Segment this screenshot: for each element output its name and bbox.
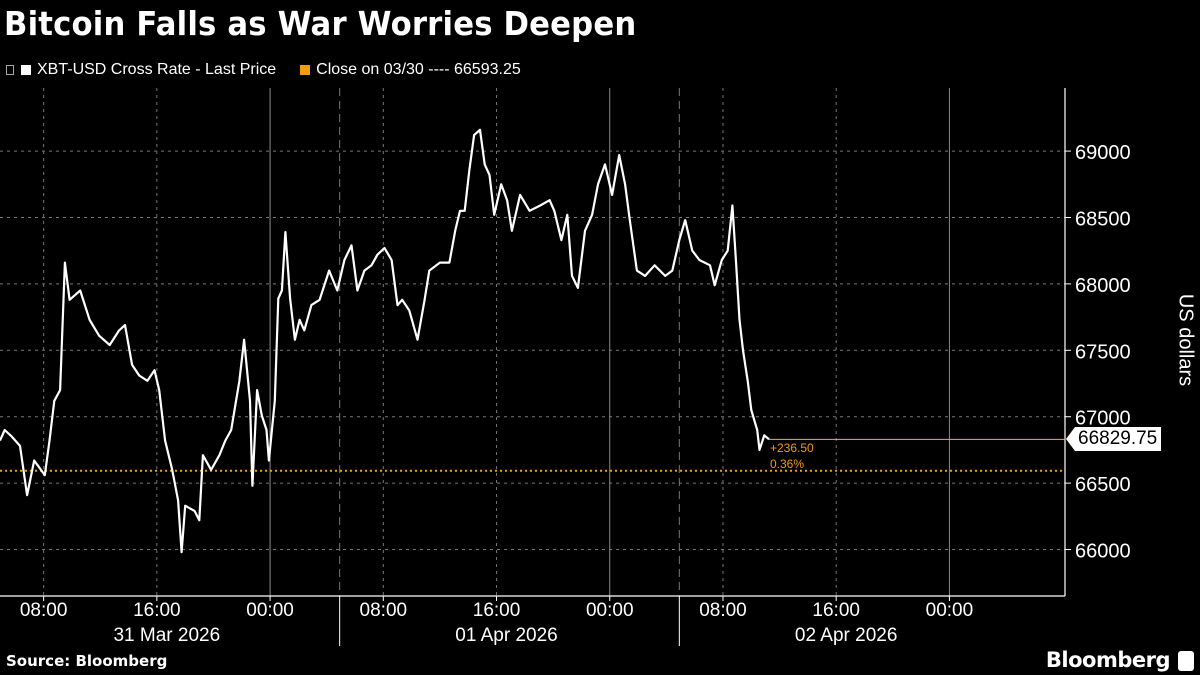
chart-title: Bitcoin Falls as War Worries Deepen (4, 4, 637, 43)
y-tick-label: 68500 (1075, 208, 1131, 230)
x-tick-label: 00:00 (586, 600, 634, 621)
y-tick-label: 69000 (1075, 142, 1131, 164)
legend-label-last-price: XBT-USD Cross Rate - Last Price (37, 61, 277, 78)
y-tick-label: 67000 (1075, 408, 1131, 430)
legend: XBT-USD Cross Rate - Last Price Close on… (6, 61, 521, 79)
legend-label-close: Close on 03/30 ---- 66593.25 (316, 61, 521, 78)
last-price-arrow (1066, 427, 1075, 452)
x-tick-label: 16:00 (133, 600, 181, 621)
date-group-label: 01 Apr 2026 (455, 625, 557, 646)
change-annotation: +236.50 (770, 441, 814, 455)
date-group-label: 02 Apr 2026 (795, 625, 897, 646)
x-tick-label: 08:00 (699, 600, 747, 621)
y-axis-label: US dollars (1174, 293, 1197, 387)
legend-swatch-close (300, 65, 311, 75)
y-tick-label: 66000 (1075, 541, 1131, 563)
grid (0, 88, 1065, 596)
y-tick-label: 67500 (1075, 341, 1131, 363)
legend-collapse-icon[interactable] (6, 65, 14, 75)
legend-swatch-last-price (21, 65, 31, 75)
bloomberg-logo-icon (1178, 651, 1194, 671)
y-tick-label: 68000 (1075, 275, 1131, 297)
last-price-label: 66829.75 (1075, 427, 1162, 452)
x-tick-label: 08:00 (360, 600, 408, 621)
x-tick-label: 16:00 (473, 600, 521, 621)
series-line-xbt-usd (0, 128, 770, 554)
y-tick-labels: 66000 66500 67000 67500 68000 68500 69000 (1075, 142, 1131, 562)
source-note: Source: Bloomberg (6, 652, 168, 670)
axes (0, 88, 1071, 646)
x-tick-label: 00:00 (926, 600, 974, 621)
date-group-label: 31 Mar 2026 (113, 625, 220, 646)
bloomberg-logo: Bloomberg (1045, 648, 1171, 672)
x-tick-label: 16:00 (812, 600, 860, 621)
change-pct-annotation: 0.36% (770, 457, 805, 471)
x-tick-label: 00:00 (246, 600, 294, 621)
x-tick-label: 08:00 (20, 600, 68, 621)
y-tick-label: 66500 (1075, 474, 1131, 496)
x-tick-labels: 08:00 16:00 00:00 08:00 16:00 00:00 08:00 16:00… (20, 600, 973, 646)
